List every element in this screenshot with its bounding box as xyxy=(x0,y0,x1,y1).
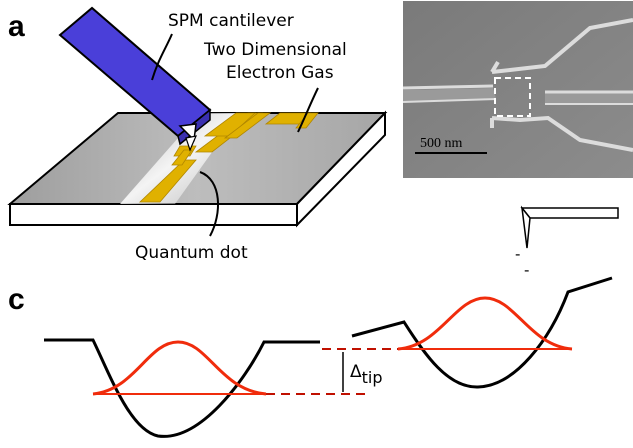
substrate-slab xyxy=(7,110,388,228)
wavefunction-left xyxy=(92,340,267,396)
leader-quantum-dot xyxy=(199,171,219,237)
potential-well-left xyxy=(44,338,320,438)
label-2deg-line2: Electron Gas xyxy=(226,63,334,83)
leader-2deg xyxy=(297,87,319,133)
scale-bar-label: 500 nm xyxy=(420,136,463,151)
panel-c-letter: c xyxy=(8,283,25,316)
spm-cantilever xyxy=(58,6,212,152)
tip-sketch xyxy=(520,205,619,249)
tip-charge-bottom: - xyxy=(524,261,529,279)
potential-well-right xyxy=(351,276,613,389)
label-quantum-dot: Quantum dot xyxy=(135,243,248,263)
panel-a-letter: a xyxy=(8,10,25,43)
wavefunction-right xyxy=(397,296,573,351)
delta-tip-label: Δtip xyxy=(350,362,383,387)
delta-subscript: tip xyxy=(362,368,383,387)
leader-cantilever xyxy=(151,33,173,81)
label-2deg-line1: Two Dimensional xyxy=(203,40,347,60)
tip-charge-top: - xyxy=(515,245,520,263)
label-spm-cantilever: SPM cantilever xyxy=(168,11,294,31)
sem-micrograph xyxy=(402,1,633,178)
delta-symbol: Δ xyxy=(350,362,362,382)
